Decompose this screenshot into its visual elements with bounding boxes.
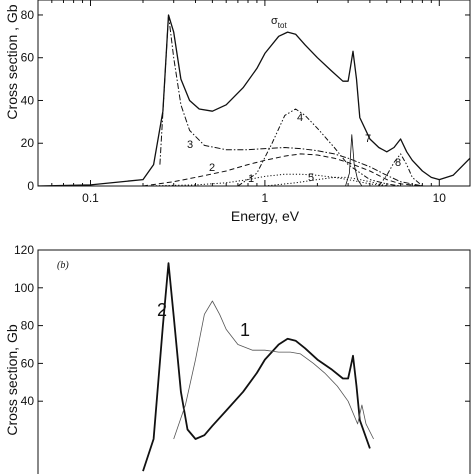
y-tick-label-a: 80 (21, 8, 35, 22)
panel-a: Cross section , Gb Energy, eV 0204060800… (4, 0, 471, 224)
x-tick-label-a: 1 (262, 191, 269, 205)
plot-frame-b (37, 249, 471, 474)
sigma-tot-sub: tot (278, 21, 288, 30)
curve-labels-a: σtot 1 2 3 4 5 7 8 (187, 15, 401, 185)
curve-label-2: 2 (209, 162, 215, 174)
axes-b: 40 60 80 100 120 (14, 243, 471, 474)
sigma-tot-label: σtot (271, 15, 287, 30)
panel-tag-b: (b) (57, 260, 69, 271)
curve-label-b-2: 2 (157, 300, 167, 320)
curves-a (38, 14, 470, 186)
series-line-a-5 (264, 176, 387, 186)
y-tick-label-a: 60 (21, 51, 35, 65)
series-line-a-4 (237, 108, 401, 186)
y-tick-label-b: 60 (21, 356, 35, 370)
curve-label-1: 1 (248, 173, 254, 185)
y-axis-label: Cross section , Gb (4, 4, 20, 119)
series-line-a-8 (378, 153, 423, 186)
series-line-a-σtot (38, 14, 470, 186)
series-line-a-3 (159, 14, 423, 186)
series-line-b-2 (142, 262, 371, 472)
curve-label-5: 5 (308, 172, 314, 184)
sigma-tot-main: σ (271, 15, 278, 27)
panel-b: Cross section, Gb (b) 40 60 80 100 120 2 1 (4, 243, 471, 474)
axes-a: 0 20 40 60 80 0.1 1 10 (21, 0, 471, 205)
y-tick-label-b: 100 (14, 281, 34, 295)
curve-label-7: 7 (365, 133, 371, 145)
curve-label-b-1: 1 (240, 320, 250, 340)
y-axis-label-b: Cross section, Gb (4, 324, 20, 435)
y-tick-label-a: 0 (27, 179, 34, 193)
y-tick-label-b: 40 (21, 394, 35, 408)
y-tick-label-b: 80 (21, 319, 35, 333)
series-line-b-1 (173, 300, 374, 440)
curves-b (142, 262, 374, 472)
curve-label-4: 4 (297, 112, 303, 124)
y-tick-label-a: 40 (21, 93, 35, 107)
curve-label-3: 3 (187, 139, 193, 151)
x-axis-label: Energy, eV (231, 208, 300, 224)
series-line-a-7 (345, 134, 363, 186)
y-tick-label-b: 120 (14, 243, 34, 257)
x-tick-label-a: 0.1 (82, 191, 99, 205)
plot-frame-a (37, 0, 471, 187)
y-axis-label-a: Cross section , Gb (4, 4, 20, 119)
x-tick-label-a: 10 (433, 191, 447, 205)
curve-label-8: 8 (395, 157, 401, 169)
series-line-a-2 (142, 153, 423, 186)
y-tick-label-a: 20 (21, 136, 35, 150)
